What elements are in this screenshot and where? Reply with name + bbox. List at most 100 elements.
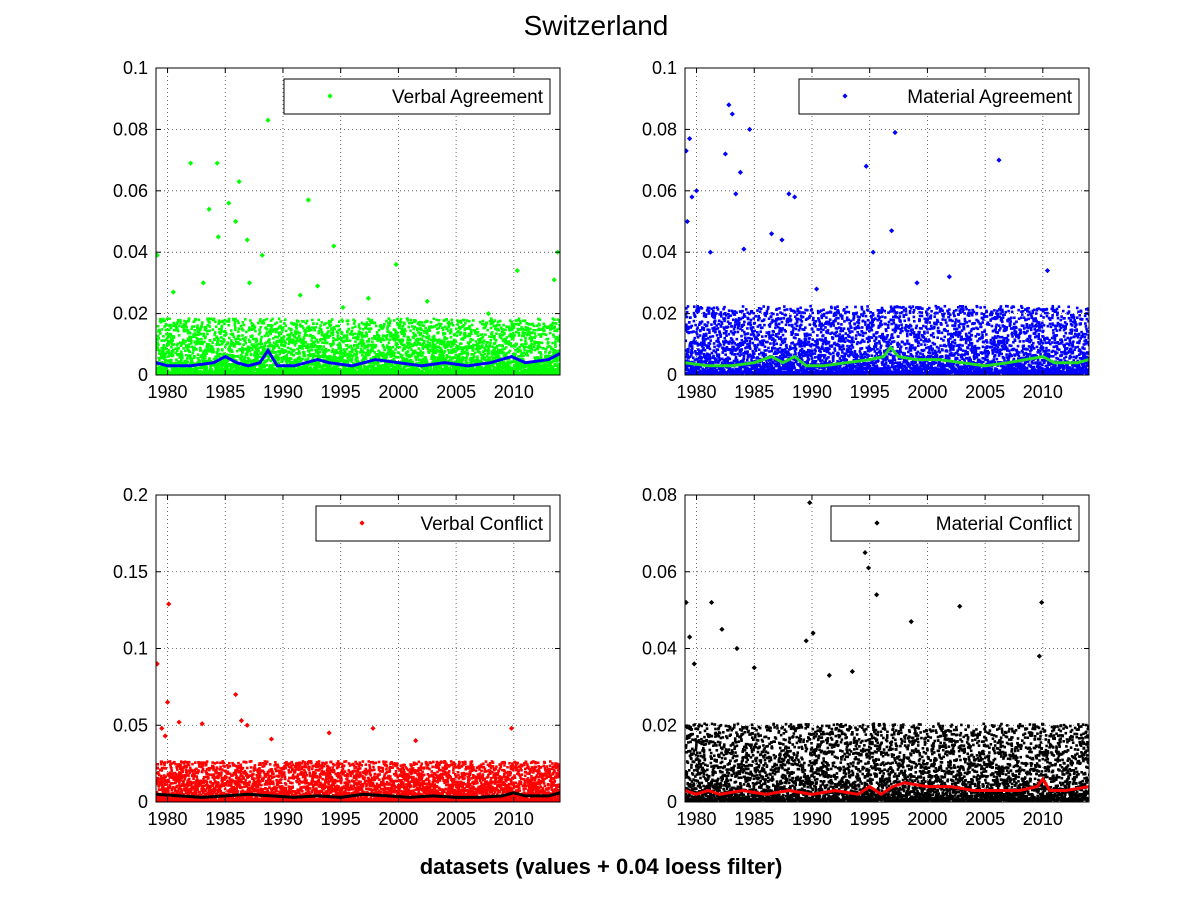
- data-point: [447, 324, 451, 328]
- data-point: [217, 349, 220, 352]
- data-point: [228, 347, 232, 351]
- data-point: [334, 338, 337, 342]
- data-point: [392, 354, 396, 358]
- data-point: [476, 372, 479, 375]
- data-point: [498, 319, 502, 323]
- data-point: [219, 336, 223, 339]
- data-point: [465, 348, 469, 352]
- data-point: [512, 326, 516, 329]
- data-point: [478, 351, 481, 354]
- data-point: [431, 336, 434, 339]
- data-point: [299, 366, 303, 369]
- data-point: [391, 350, 395, 354]
- data-point: [294, 370, 298, 373]
- data-point: [216, 353, 219, 356]
- data-point: [250, 328, 254, 331]
- data-point: [337, 364, 340, 368]
- data-point: [215, 336, 219, 339]
- data-point: [189, 366, 193, 370]
- data-point: [485, 369, 489, 372]
- data-point: [509, 319, 512, 322]
- data-point: [533, 332, 537, 335]
- data-point: [504, 328, 507, 332]
- data-point: [346, 352, 350, 356]
- data-point: [246, 350, 249, 353]
- data-point: [394, 334, 397, 338]
- data-point: [289, 347, 292, 351]
- data-point: [417, 322, 421, 325]
- data-point: [403, 346, 407, 350]
- data-point: [454, 356, 457, 360]
- data-point: [445, 356, 448, 360]
- data-point: [386, 327, 389, 331]
- data-point: [422, 357, 426, 361]
- data-point: [411, 353, 414, 356]
- data-point: [352, 322, 356, 325]
- data-point: [465, 345, 468, 348]
- data-point: [475, 370, 479, 374]
- data-point: [391, 352, 395, 355]
- data-point: [259, 325, 263, 329]
- data-point: [469, 330, 473, 333]
- data-point: [169, 334, 173, 337]
- data-point: [177, 346, 180, 350]
- data-point: [375, 352, 379, 356]
- data-point: [498, 323, 501, 327]
- data-point: [351, 348, 354, 351]
- data-point: [476, 350, 480, 353]
- data-point: [205, 345, 208, 348]
- data-point: [441, 353, 445, 356]
- data-point: [340, 339, 344, 343]
- data-point: [464, 359, 468, 362]
- data-point: [453, 332, 457, 336]
- data-point: [325, 350, 328, 353]
- data-point: [300, 344, 304, 348]
- data-point: [206, 347, 209, 350]
- data-point: [515, 342, 518, 346]
- data-point: [443, 319, 446, 322]
- data-point: [285, 360, 289, 363]
- data-point: [335, 349, 338, 353]
- data-point: [392, 328, 396, 331]
- data-point: [411, 349, 415, 353]
- data-point: [231, 356, 235, 360]
- data-point: [312, 345, 316, 349]
- data-point: [539, 353, 543, 357]
- data-point: [458, 355, 461, 358]
- data-point: [363, 335, 367, 338]
- data-point: [310, 336, 314, 339]
- data-point: [390, 334, 393, 338]
- data-point: [527, 346, 531, 349]
- data-point: [342, 360, 345, 364]
- data-point: [484, 365, 488, 368]
- data-point: [346, 322, 350, 326]
- data-point: [331, 340, 335, 343]
- data-point: [248, 326, 251, 329]
- data-point: [330, 327, 333, 330]
- data-point: [336, 370, 340, 373]
- data-point: [397, 326, 401, 330]
- data-point: [296, 330, 299, 333]
- data-point: [229, 364, 233, 368]
- data-point: [221, 348, 224, 352]
- data-point: [401, 349, 405, 352]
- data-point: [158, 352, 162, 355]
- data-point: [210, 370, 214, 374]
- data-point: [213, 338, 216, 342]
- data-point: [244, 330, 248, 334]
- data-point: [258, 355, 261, 359]
- data-point: [252, 338, 256, 341]
- data-point: [167, 351, 171, 355]
- data-point: [399, 367, 403, 371]
- data-point: [401, 324, 405, 328]
- data-point: [350, 360, 354, 363]
- data-point: [455, 361, 459, 364]
- data-point: [208, 368, 212, 372]
- data-point: [251, 323, 254, 326]
- data-point: [430, 361, 434, 364]
- data-point: [271, 330, 275, 333]
- data-point: [273, 370, 276, 374]
- data-point: [360, 331, 364, 335]
- data-point: [506, 340, 510, 344]
